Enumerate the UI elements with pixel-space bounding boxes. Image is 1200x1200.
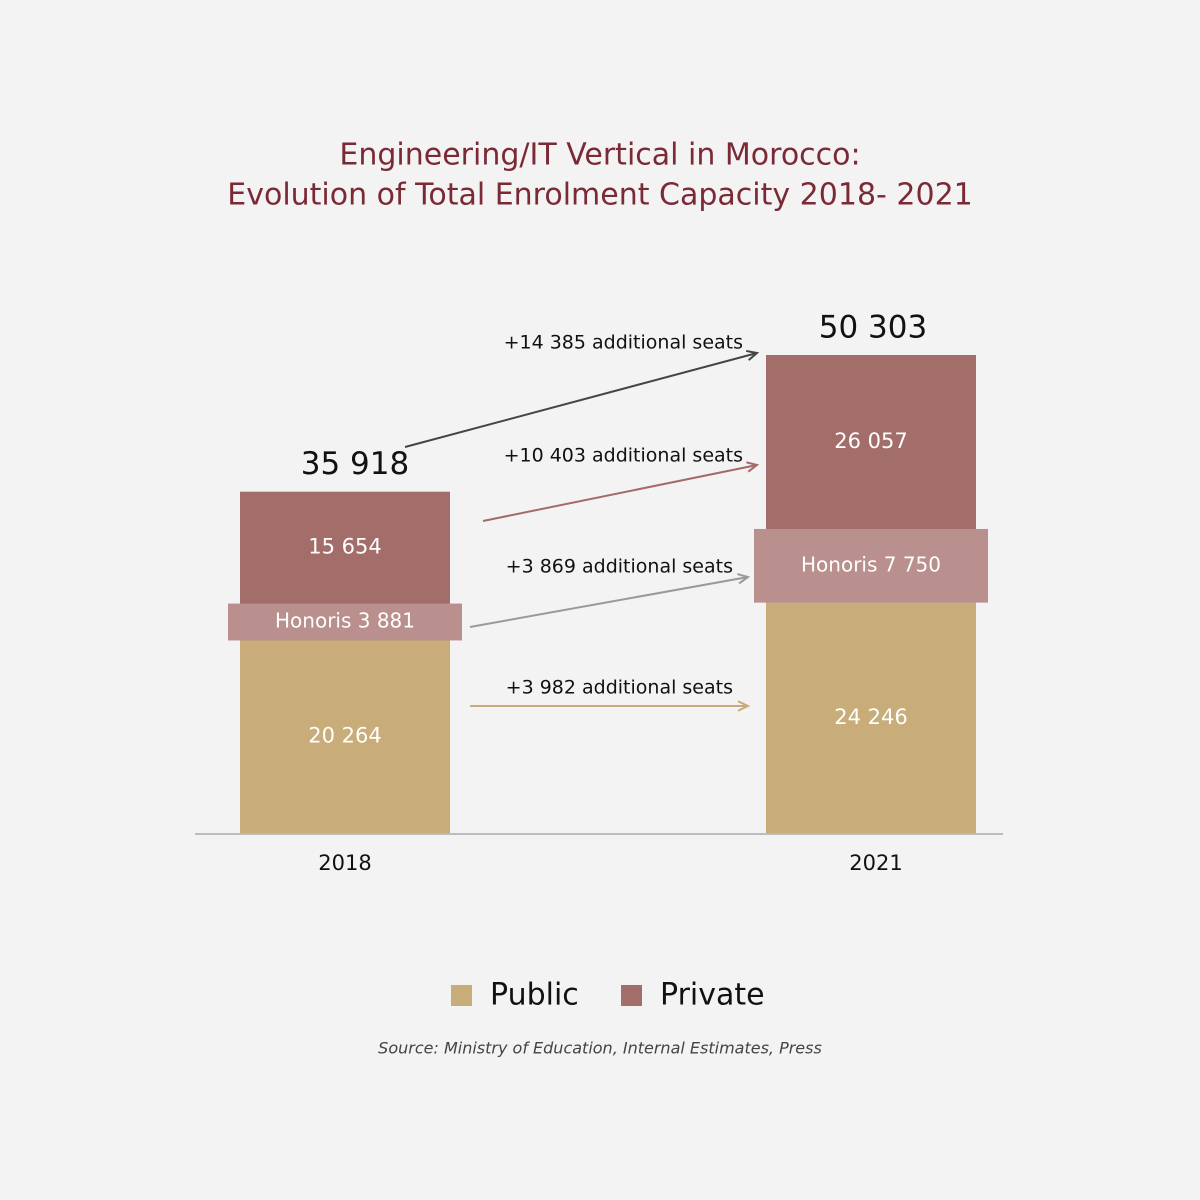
legend-label: Public <box>490 978 579 1013</box>
x-tick-label: 2018 <box>318 851 371 875</box>
value-label: 20 264 <box>308 724 381 748</box>
arrow-head <box>737 573 751 585</box>
total-label: 35 918 <box>301 446 409 482</box>
honoris-label: Honoris 3 881 <box>275 609 415 633</box>
value-label: 15 654 <box>308 535 381 559</box>
arrow-head <box>737 700 751 712</box>
annotation: +10 403 additional seats <box>504 445 743 467</box>
total-label: 50 303 <box>819 310 927 346</box>
annotation: +3 869 additional seats <box>506 556 733 578</box>
bar-segment <box>766 602 976 833</box>
x-tick-label: 2021 <box>849 851 902 875</box>
honoris-band <box>754 528 988 603</box>
honoris-label: Honoris 7 750 <box>801 552 941 576</box>
legend-swatch <box>451 985 472 1006</box>
arrow <box>469 576 749 628</box>
arrow-head <box>746 461 760 473</box>
source: Source: Ministry of Education, Internal … <box>378 1039 822 1058</box>
chart-title: Evolution of Total Enrolment Capacity 20… <box>227 178 973 213</box>
bar-segment <box>240 640 450 833</box>
annotation: +14 385 additional seats <box>504 332 743 354</box>
annotation: +3 982 additional seats <box>506 677 733 699</box>
legend-label: Private <box>660 978 765 1013</box>
arrow <box>482 464 758 522</box>
chart-title: Engineering/IT Vertical in Morocco: <box>339 138 860 173</box>
value-label: 24 246 <box>834 705 907 729</box>
legend-swatch <box>621 985 642 1006</box>
arrow-head <box>746 349 760 361</box>
value-label: 26 057 <box>834 429 907 453</box>
arrow <box>404 352 758 448</box>
honoris-band <box>228 603 462 641</box>
